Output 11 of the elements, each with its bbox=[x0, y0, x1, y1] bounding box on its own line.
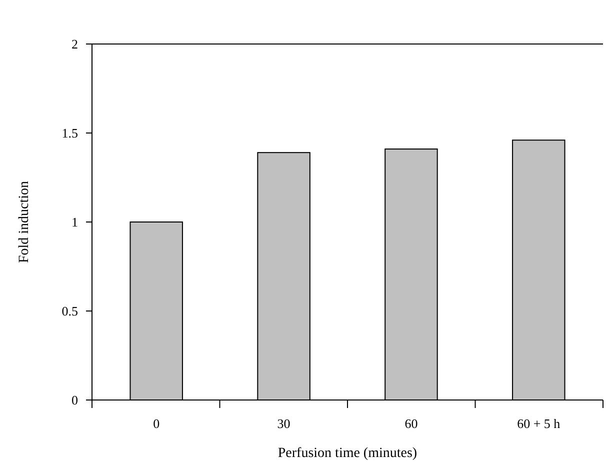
x-axis-title: Perfusion time (minutes) bbox=[278, 446, 418, 461]
y-axis-title: Fold induction bbox=[17, 180, 32, 264]
y-tick-label: 1.5 bbox=[62, 126, 78, 141]
y-tick-label: 2 bbox=[72, 36, 78, 52]
y-tick-label: 0 bbox=[72, 392, 78, 408]
x-tick-label: 60 bbox=[404, 416, 418, 431]
y-tick-label: 0.5 bbox=[62, 304, 78, 319]
x-tick-label: 60 + 5 h bbox=[517, 416, 561, 431]
x-tick-label: 0 bbox=[153, 416, 160, 431]
y-tick-label: 1 bbox=[72, 214, 78, 230]
x-tick-label: 30 bbox=[277, 416, 290, 431]
